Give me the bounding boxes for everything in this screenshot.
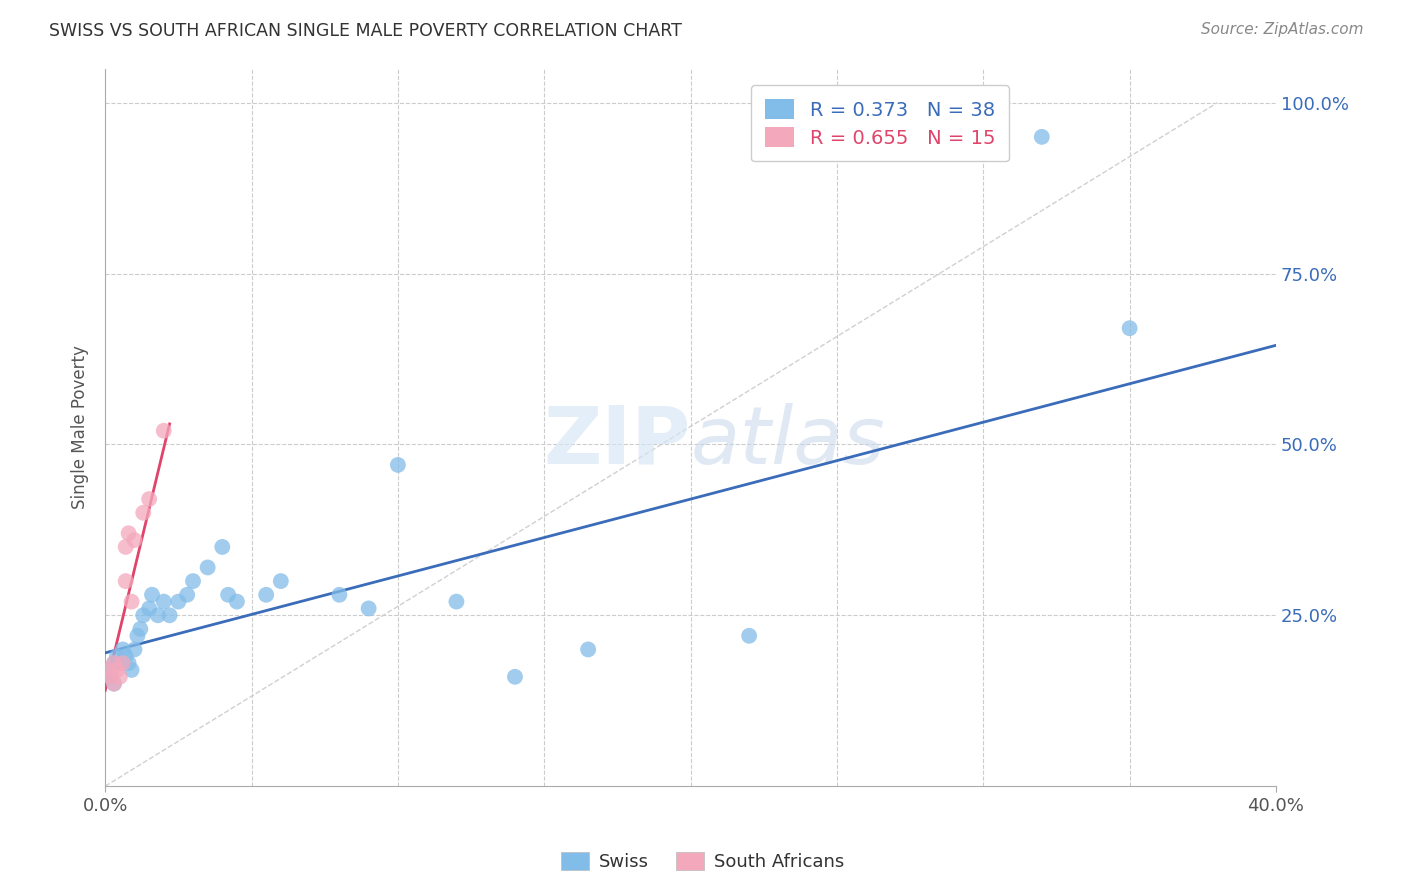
Point xyxy=(328,588,350,602)
Point xyxy=(270,574,292,588)
Point xyxy=(357,601,380,615)
Point xyxy=(152,424,174,438)
Point xyxy=(117,656,139,670)
Point xyxy=(103,676,125,690)
Point xyxy=(103,676,125,690)
Point xyxy=(114,540,136,554)
Point xyxy=(105,663,128,677)
Point xyxy=(387,458,409,472)
Point xyxy=(121,594,143,608)
Point xyxy=(103,656,125,670)
Point xyxy=(127,629,149,643)
Point xyxy=(181,574,204,588)
Legend: Swiss, South Africans: Swiss, South Africans xyxy=(554,845,852,879)
Point xyxy=(138,601,160,615)
Point xyxy=(97,663,120,677)
Point xyxy=(211,540,233,554)
Text: Source: ZipAtlas.com: Source: ZipAtlas.com xyxy=(1201,22,1364,37)
Point xyxy=(108,656,131,670)
Point xyxy=(197,560,219,574)
Point xyxy=(100,670,122,684)
Point xyxy=(129,622,152,636)
Point xyxy=(124,642,146,657)
Text: atlas: atlas xyxy=(690,402,886,481)
Y-axis label: Single Male Poverty: Single Male Poverty xyxy=(72,345,89,509)
Point xyxy=(121,663,143,677)
Point xyxy=(114,649,136,664)
Point xyxy=(124,533,146,547)
Point xyxy=(117,526,139,541)
Point xyxy=(167,594,190,608)
Point xyxy=(217,588,239,602)
Text: SWISS VS SOUTH AFRICAN SINGLE MALE POVERTY CORRELATION CHART: SWISS VS SOUTH AFRICAN SINGLE MALE POVER… xyxy=(49,22,682,40)
Point xyxy=(152,594,174,608)
Point xyxy=(132,506,155,520)
Point xyxy=(132,608,155,623)
Legend: R = 0.373   N = 38, R = 0.655   N = 15: R = 0.373 N = 38, R = 0.655 N = 15 xyxy=(751,86,1008,161)
Point xyxy=(254,588,277,602)
Point xyxy=(176,588,198,602)
Text: ZIP: ZIP xyxy=(543,402,690,481)
Point xyxy=(1118,321,1140,335)
Point xyxy=(105,649,128,664)
Point xyxy=(226,594,249,608)
Point xyxy=(97,663,120,677)
Point xyxy=(159,608,181,623)
Point xyxy=(114,574,136,588)
Point xyxy=(108,670,131,684)
Point xyxy=(503,670,526,684)
Point xyxy=(446,594,468,608)
Point xyxy=(576,642,599,657)
Point xyxy=(146,608,169,623)
Point xyxy=(103,656,125,670)
Point xyxy=(138,492,160,507)
Point xyxy=(100,670,122,684)
Point xyxy=(111,642,134,657)
Point xyxy=(1031,129,1053,144)
Point xyxy=(141,588,163,602)
Point xyxy=(898,95,921,110)
Point xyxy=(738,629,761,643)
Point xyxy=(111,656,134,670)
